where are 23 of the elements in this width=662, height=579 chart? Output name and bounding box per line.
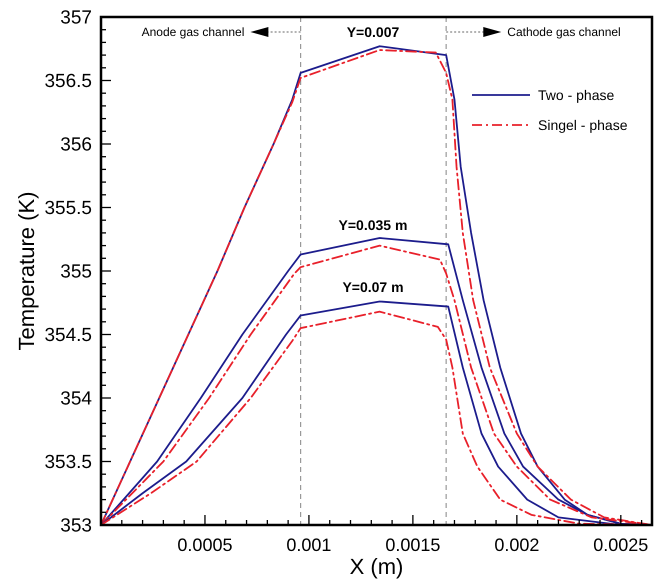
x-tick-label: 0.0025 <box>593 535 648 555</box>
y-tick-label: 355 <box>60 262 92 283</box>
x-axis-title: X (m) <box>350 554 404 579</box>
x-tick-label: 0.002 <box>494 535 540 555</box>
y-tick-label: 354 <box>60 388 92 410</box>
legend-label: Singel - phase <box>538 116 628 133</box>
annotation: Y=0.035 m <box>338 216 408 233</box>
y-tick-label: 355.5 <box>44 198 92 220</box>
y-tick-label: 354.5 <box>44 325 92 346</box>
y-axis-title: Temperature (K) <box>14 192 39 350</box>
x-tick-label: 0.0015 <box>385 535 440 555</box>
x-tick-label: 0.001 <box>286 535 332 555</box>
y-tick-label: 356.5 <box>44 71 92 92</box>
y-tick-label: 357 <box>60 8 92 29</box>
y-tick-label: 353.5 <box>44 452 92 474</box>
annotation: Cathode gas channel <box>507 25 621 40</box>
y-tick-label: 356 <box>60 134 92 156</box>
annotation: Anode gas channel <box>142 25 244 40</box>
x-tick-label: 0.0005 <box>177 535 232 555</box>
legend-label: Two - phase <box>538 86 614 103</box>
annotation: Y=0.007 <box>346 24 400 40</box>
annotation: Y=0.07 m <box>342 278 404 295</box>
y-tick-label: 353 <box>60 516 92 537</box>
